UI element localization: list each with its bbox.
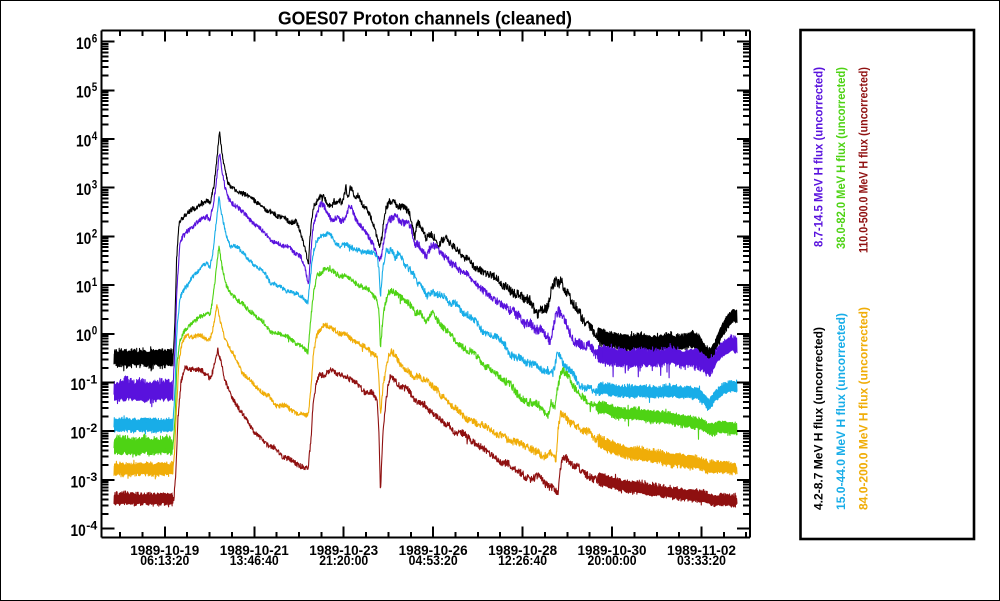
svg-text:10: 10 bbox=[76, 83, 91, 102]
svg-text:15.0-44.0 MeV H flux (uncorrec: 15.0-44.0 MeV H flux (uncorrected) bbox=[834, 313, 848, 510]
svg-text:1989-10-30: 1989-10-30 bbox=[578, 543, 647, 558]
svg-text:10: 10 bbox=[71, 375, 86, 394]
svg-text:1: 1 bbox=[92, 275, 98, 289]
svg-text:5: 5 bbox=[92, 80, 98, 94]
svg-text:1989-10-21: 1989-10-21 bbox=[220, 543, 289, 558]
svg-text:1989-10-19: 1989-10-19 bbox=[130, 543, 199, 558]
svg-text:10: 10 bbox=[71, 424, 86, 443]
svg-text:13:46:40: 13:46:40 bbox=[230, 553, 279, 568]
svg-text:10: 10 bbox=[76, 131, 91, 150]
svg-text:03:33:20: 03:33:20 bbox=[677, 553, 726, 568]
svg-text:10: 10 bbox=[76, 180, 91, 199]
svg-text:12:26:40: 12:26:40 bbox=[498, 553, 547, 568]
svg-text:10: 10 bbox=[71, 472, 86, 491]
svg-text:110.0-500.0 MeV H flux (uncorr: 110.0-500.0 MeV H flux (uncorrected) bbox=[857, 67, 871, 253]
svg-text:21:20:00: 21:20:00 bbox=[319, 553, 368, 568]
svg-text:38.0-82.0 MeV H flux (uncorrec: 38.0-82.0 MeV H flux (uncorrected) bbox=[834, 67, 848, 249]
svg-text:4.2-8.7 MeV H flux (uncorrecte: 4.2-8.7 MeV H flux (uncorrected) bbox=[812, 327, 826, 510]
svg-text:10: 10 bbox=[76, 34, 91, 53]
svg-text:-4: -4 bbox=[86, 519, 97, 533]
svg-text:06:13:20: 06:13:20 bbox=[140, 553, 189, 568]
svg-text:3: 3 bbox=[92, 178, 98, 192]
svg-text:-2: -2 bbox=[86, 421, 97, 435]
svg-text:1989-10-26: 1989-10-26 bbox=[399, 543, 468, 558]
svg-text:1989-11-02: 1989-11-02 bbox=[667, 543, 736, 558]
svg-text:10: 10 bbox=[76, 278, 91, 297]
svg-text:20:00:00: 20:00:00 bbox=[588, 553, 637, 568]
svg-text:1989-10-23: 1989-10-23 bbox=[309, 543, 378, 558]
svg-text:0: 0 bbox=[92, 324, 98, 338]
svg-text:04:53:20: 04:53:20 bbox=[409, 553, 458, 568]
svg-text:10: 10 bbox=[76, 326, 91, 345]
svg-text:-3: -3 bbox=[86, 470, 97, 484]
svg-text:6: 6 bbox=[92, 32, 98, 46]
svg-text:10: 10 bbox=[71, 521, 86, 540]
svg-text:GOES07 Proton channels (cleane: GOES07 Proton channels (cleaned) bbox=[278, 9, 572, 29]
svg-text:84.0-200.0 MeV H flux (uncorre: 84.0-200.0 MeV H flux (uncorrected) bbox=[857, 307, 871, 510]
svg-text:10: 10 bbox=[76, 229, 91, 248]
svg-text:1989-10-28: 1989-10-28 bbox=[488, 543, 557, 558]
svg-text:4: 4 bbox=[92, 129, 98, 143]
svg-text:-1: -1 bbox=[86, 372, 97, 386]
svg-text:2: 2 bbox=[92, 226, 98, 240]
svg-text:8.7-14.5 MeV H flux (uncorrect: 8.7-14.5 MeV H flux (uncorrected) bbox=[812, 67, 826, 247]
